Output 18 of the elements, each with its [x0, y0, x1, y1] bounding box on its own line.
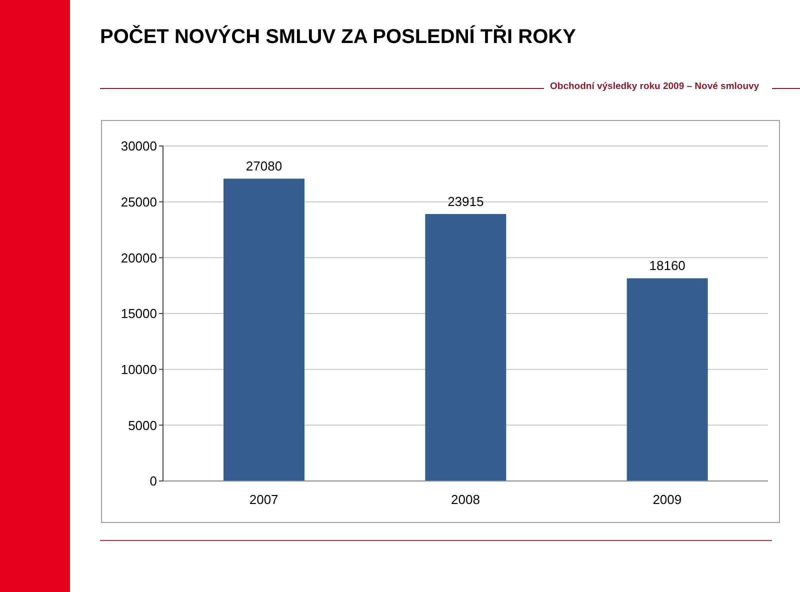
- data-label: 18160: [649, 258, 686, 274]
- x-tick-label: 2007: [249, 492, 278, 508]
- bar: [224, 178, 304, 481]
- bar: [626, 278, 708, 481]
- chart-subtitle: Obchodní výsledky roku 2009 – Nové smlouvy: [550, 81, 760, 92]
- data-label: 27080: [246, 158, 282, 174]
- bar: [425, 214, 506, 481]
- y-tick-label: 0: [150, 474, 157, 489]
- y-tick-label: 15000: [120, 306, 157, 322]
- y-tick-label: 20000: [120, 250, 157, 266]
- y-tick-label: 10000: [120, 362, 157, 377]
- y-tick-label: 5000: [128, 418, 157, 433]
- x-tick-label: 2008: [451, 492, 480, 508]
- data-label: 23915: [448, 194, 484, 209]
- x-tick-label: 2009: [652, 492, 682, 508]
- y-tick-label: 25000: [120, 194, 157, 210]
- y-tick-label: 30000: [120, 138, 157, 154]
- chart-title: POČET NOVÝCH SMLUV ZA POSLEDNÍ TŘI ROKY: [100, 26, 576, 49]
